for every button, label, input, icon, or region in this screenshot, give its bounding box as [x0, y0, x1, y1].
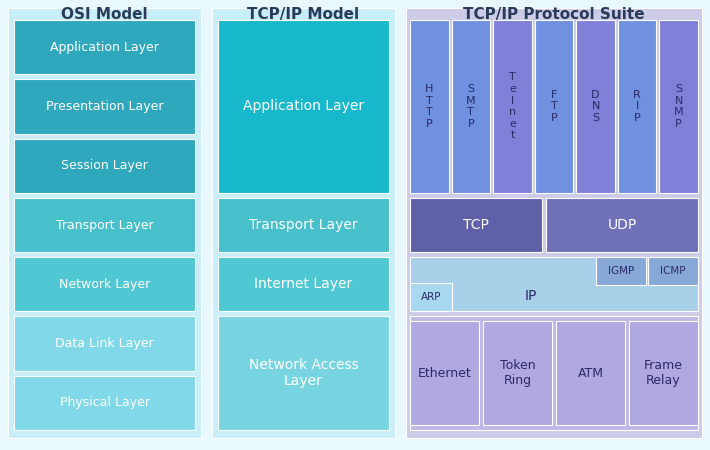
FancyBboxPatch shape	[410, 20, 449, 193]
Text: Network Layer: Network Layer	[59, 278, 150, 291]
FancyBboxPatch shape	[410, 257, 698, 311]
FancyBboxPatch shape	[596, 257, 646, 285]
Text: Presentation Layer: Presentation Layer	[45, 100, 163, 113]
Text: TCP/IP Protocol Suite: TCP/IP Protocol Suite	[463, 7, 645, 22]
Text: IP: IP	[525, 289, 537, 303]
FancyBboxPatch shape	[14, 20, 195, 74]
FancyBboxPatch shape	[660, 20, 698, 193]
FancyBboxPatch shape	[547, 198, 698, 252]
FancyBboxPatch shape	[14, 316, 195, 371]
Text: Application Layer: Application Layer	[243, 99, 364, 113]
Text: Data Link Layer: Data Link Layer	[55, 337, 154, 350]
FancyBboxPatch shape	[218, 20, 389, 193]
Text: Session Layer: Session Layer	[61, 159, 148, 172]
Text: D
N
S: D N S	[591, 90, 600, 123]
Text: ATM: ATM	[577, 367, 603, 380]
Text: OSI Model: OSI Model	[61, 7, 148, 22]
FancyBboxPatch shape	[577, 20, 615, 193]
FancyBboxPatch shape	[410, 283, 452, 311]
Text: R
I
P: R I P	[633, 90, 641, 123]
FancyBboxPatch shape	[218, 316, 389, 430]
FancyBboxPatch shape	[535, 20, 573, 193]
FancyBboxPatch shape	[410, 321, 479, 425]
FancyBboxPatch shape	[218, 198, 389, 252]
FancyBboxPatch shape	[14, 79, 195, 134]
FancyBboxPatch shape	[14, 376, 195, 430]
Text: Network Access
Layer: Network Access Layer	[248, 358, 359, 388]
Text: IGMP: IGMP	[608, 266, 634, 276]
Text: Transport Layer: Transport Layer	[55, 219, 153, 231]
FancyBboxPatch shape	[493, 20, 532, 193]
Text: Physical Layer: Physical Layer	[60, 396, 150, 410]
FancyBboxPatch shape	[406, 8, 702, 438]
FancyBboxPatch shape	[8, 8, 201, 438]
Text: H
T
T
P: H T T P	[425, 84, 434, 129]
FancyBboxPatch shape	[410, 316, 698, 430]
Text: Internet Layer: Internet Layer	[254, 277, 353, 291]
Text: Transport Layer: Transport Layer	[249, 218, 358, 232]
FancyBboxPatch shape	[14, 139, 195, 193]
Text: TCP: TCP	[464, 218, 489, 232]
Text: Ethernet: Ethernet	[417, 367, 471, 380]
Text: Application Layer: Application Layer	[50, 40, 159, 54]
FancyBboxPatch shape	[212, 8, 395, 438]
FancyBboxPatch shape	[556, 321, 625, 425]
FancyBboxPatch shape	[483, 321, 552, 425]
Text: S
M
T
P: S M T P	[466, 84, 476, 129]
Text: ARP: ARP	[421, 292, 441, 302]
FancyBboxPatch shape	[452, 20, 490, 193]
FancyBboxPatch shape	[14, 257, 195, 311]
Text: Frame
Relay: Frame Relay	[644, 359, 683, 387]
FancyBboxPatch shape	[618, 20, 657, 193]
FancyBboxPatch shape	[218, 257, 389, 311]
FancyBboxPatch shape	[648, 257, 698, 285]
FancyBboxPatch shape	[410, 198, 542, 252]
Text: Token
Ring: Token Ring	[500, 359, 535, 387]
Text: TCP/IP Model: TCP/IP Model	[248, 7, 359, 22]
Text: T
e
l
n
e
t: T e l n e t	[509, 72, 516, 140]
Text: ICMP: ICMP	[660, 266, 686, 276]
Text: F
T
P: F T P	[551, 90, 557, 123]
Text: S
N
M
P: S N M P	[674, 84, 684, 129]
Text: UDP: UDP	[608, 218, 637, 232]
FancyBboxPatch shape	[14, 198, 195, 252]
FancyBboxPatch shape	[629, 321, 698, 425]
